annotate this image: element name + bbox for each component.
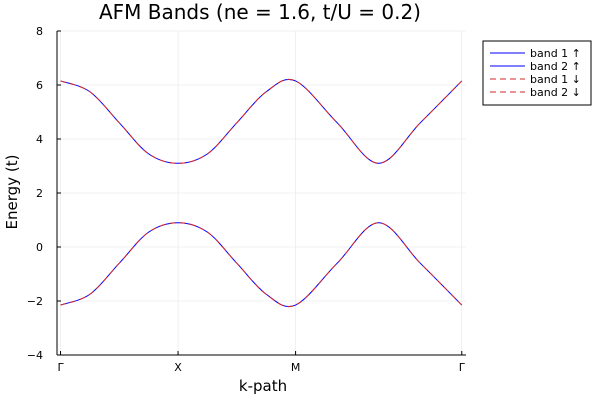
legend-label-3: band 1 ↓: [530, 73, 581, 86]
legend-entries: band 1 ↑band 2 ↑band 1 ↓band 2 ↓: [490, 47, 581, 99]
y-tick-label-0: −4: [27, 349, 43, 362]
tick-labels: −4 −2 0 2 4 6 8 Γ X M Γ: [27, 25, 466, 374]
y-tick-label-4: 4: [36, 133, 43, 146]
x-tick-label-3: Γ: [459, 361, 466, 374]
series-line-3: [60, 222, 463, 308]
series-line-1: [60, 222, 463, 308]
legend-box: [482, 40, 592, 106]
x-axis-label: k-path: [239, 377, 287, 395]
y-tick-label-1: −2: [27, 295, 43, 308]
y-tick-label-3: 2: [36, 187, 43, 200]
legend-label-4: band 2 ↓: [530, 86, 581, 99]
legend: band 1 ↑band 2 ↑band 1 ↓band 2 ↓: [482, 40, 592, 106]
legend-label-2: band 2 ↑: [530, 60, 581, 73]
x-tick-label-2: M: [291, 361, 301, 374]
y-tick-label-5: 6: [36, 79, 43, 92]
series-layer: [60, 78, 463, 308]
axes: [56, 30, 466, 356]
x-tick-label-0: Γ: [57, 361, 64, 374]
y-axis-label: Energy (t): [3, 155, 21, 230]
legend-label-1: band 1 ↑: [530, 47, 581, 60]
y-tick-label-2: 0: [36, 241, 43, 254]
chart-title: AFM Bands (ne = 1.6, t/U = 0.2): [99, 0, 421, 24]
x-tick-label-1: X: [174, 361, 182, 374]
grid-lines: [57, 30, 466, 356]
series-line-4: [60, 78, 463, 164]
y-tick-label-6: 8: [36, 25, 43, 38]
series-line-2: [60, 78, 463, 164]
